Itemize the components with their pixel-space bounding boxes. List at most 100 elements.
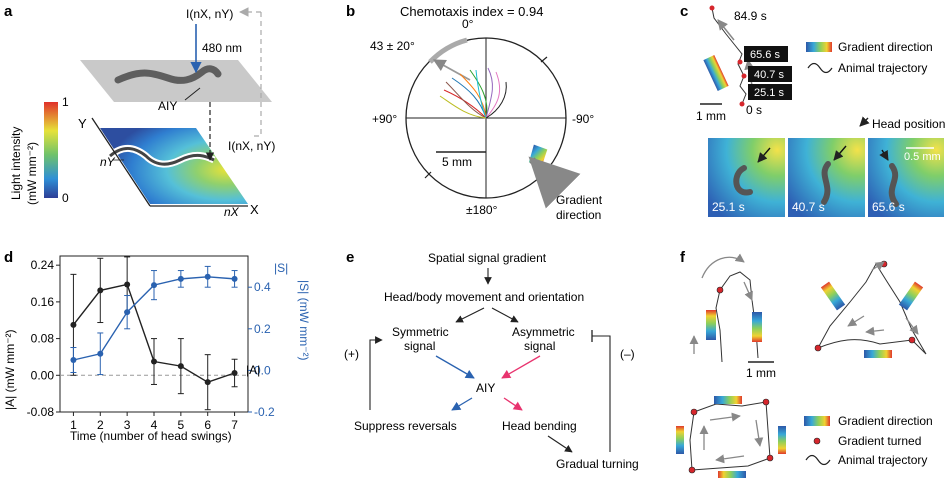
colorbar (44, 102, 58, 198)
negative-feedback (592, 335, 611, 452)
panel-label-f: f (680, 249, 686, 266)
inset-scale-label: 0.5 mm (904, 151, 941, 163)
time-box-1 (744, 46, 788, 62)
gradient-bar-f2c (864, 350, 892, 358)
gradient-direction-arrow (528, 144, 581, 209)
data-point (70, 357, 77, 363)
turn-markers-f2 (814, 260, 916, 352)
panel-e: e Spatial signal gradient Head/body move… (344, 249, 639, 471)
mean-heading-arrow (432, 59, 471, 81)
arrow-f1a (701, 253, 745, 279)
legend-gradient-swatch-c (806, 42, 832, 52)
y-tick-label-left: 0.24 (31, 258, 55, 272)
gradient-bar-f2a (820, 281, 846, 311)
gradient-bar-f3a (714, 396, 742, 404)
chemotaxis-title: Chemotaxis index = 0.94 (400, 4, 543, 19)
inset-time-3: 65.6 s (872, 200, 905, 214)
legend-gradient-f: Gradient direction (838, 414, 933, 428)
x-tick-label: 3 (124, 418, 131, 432)
x-tick-label: 2 (97, 418, 104, 432)
head-position-icon (859, 116, 870, 127)
time-box-2 (748, 66, 792, 82)
panel-label-e: e (346, 249, 354, 266)
node-symmetric-2: signal (404, 339, 435, 353)
x-tick-label: 6 (204, 418, 211, 432)
data-point (97, 287, 104, 294)
x-axis-label: Time (number of head swings) (70, 429, 232, 443)
scale-label-c: 1 mm (696, 109, 726, 123)
label-minus: (–) (620, 347, 635, 361)
arrow-f1b (743, 281, 753, 301)
arrow-asym-aiy (501, 355, 541, 379)
data-point (204, 273, 211, 280)
y-axis-line (91, 117, 151, 207)
arrow-f3a (709, 412, 741, 422)
y-tick-label-right: -0.2 (254, 405, 275, 419)
node-gradual-turning: Gradual turning (556, 457, 639, 471)
data-point (177, 363, 184, 370)
node-symmetric-1: Symmetric (392, 325, 449, 339)
ny-label: nY (100, 155, 116, 169)
positive-feedback (369, 336, 383, 410)
scale-label-f: 1 mm (746, 366, 776, 380)
aiy-pointer (184, 87, 201, 101)
legend-turned: Gradient turned (838, 434, 921, 448)
node-asymmetric-1: Asymmetric (512, 325, 575, 339)
worm-trace-outline (109, 147, 215, 166)
data-point (124, 281, 131, 288)
gradient-bar-c (703, 55, 729, 91)
x-tick-label: 4 (151, 418, 158, 432)
legend-a: |A| (246, 363, 260, 377)
arrow-f2a (871, 261, 885, 271)
scale-label-b: 5 mm (442, 155, 472, 169)
inset-1 (708, 138, 785, 217)
y-tick-label-left: 0.08 (31, 332, 55, 346)
arrow-sym-aiy (435, 355, 475, 379)
inset-2-worm (821, 161, 831, 205)
arrow-f2d (905, 317, 919, 335)
label-plus: (+) (344, 347, 359, 361)
arrow-f3c (715, 454, 745, 464)
angle-top: 0° (462, 17, 474, 31)
inset-1-head-arrow (757, 147, 771, 163)
polar-tick-ne (540, 56, 548, 63)
panel-a: a I(nX, nY) 480 nm AIY Y X nY nX I(nX, n… (4, 3, 275, 219)
legend-s: |S| (274, 261, 288, 275)
direction-arrow-c2 (717, 19, 735, 41)
polar-tick-sw (424, 171, 432, 179)
x-tick-label: 7 (231, 418, 238, 432)
light-formula-top: I(nX, nY) (186, 7, 233, 21)
y-tick-label-left: 0.00 (31, 368, 55, 382)
data-point (204, 379, 211, 386)
time-top: 84.9 s (734, 9, 767, 23)
node-head-body: Head/body movement and orientation (384, 290, 584, 304)
gradient-label-line2: direction (556, 208, 601, 222)
panel-f: f 1 mm (676, 249, 933, 478)
trajectory-bundle (439, 67, 507, 119)
arrow-aiy-suppress (451, 397, 473, 411)
legend-trajectory-swatch-f (805, 454, 831, 466)
y-axis-label-left: |A| (mW mm⁻²) (3, 329, 17, 410)
y-tick-label-right: 0.0 (254, 363, 271, 377)
angle-bottom: ±180° (466, 203, 498, 217)
data-point (151, 282, 157, 289)
panel-label-a: a (4, 3, 13, 20)
data-point (70, 321, 77, 328)
turn-markers-c (709, 5, 747, 107)
angle-left: +90° (372, 112, 397, 126)
legend-trajectory-c: Animal trajectory (838, 61, 927, 75)
gradient-label-line1: Gradient (556, 193, 603, 207)
colorbar-max: 1 (62, 95, 69, 109)
x-tick-label: 1 (70, 418, 77, 432)
data-point (231, 370, 238, 376)
legend-gradient-swatch-f (804, 416, 830, 426)
trajectory-f1 (715, 271, 759, 363)
head-position-label: Head position (872, 117, 945, 131)
legend-turned-swatch (813, 437, 821, 445)
panel-d: d -0.08 0.00 0.08 0.16 0.24 -0.2 0.0 0.2 0.4 1 2 3 4… (3, 249, 311, 443)
gradient-bar-f3b (676, 426, 684, 454)
turn-markers-f3 (688, 398, 774, 474)
panel-c: c 84.9 s 65.6 s 40.7 s 25.1 s 0 s 1 mm G… (680, 3, 945, 217)
nx-label: nX (224, 205, 240, 219)
